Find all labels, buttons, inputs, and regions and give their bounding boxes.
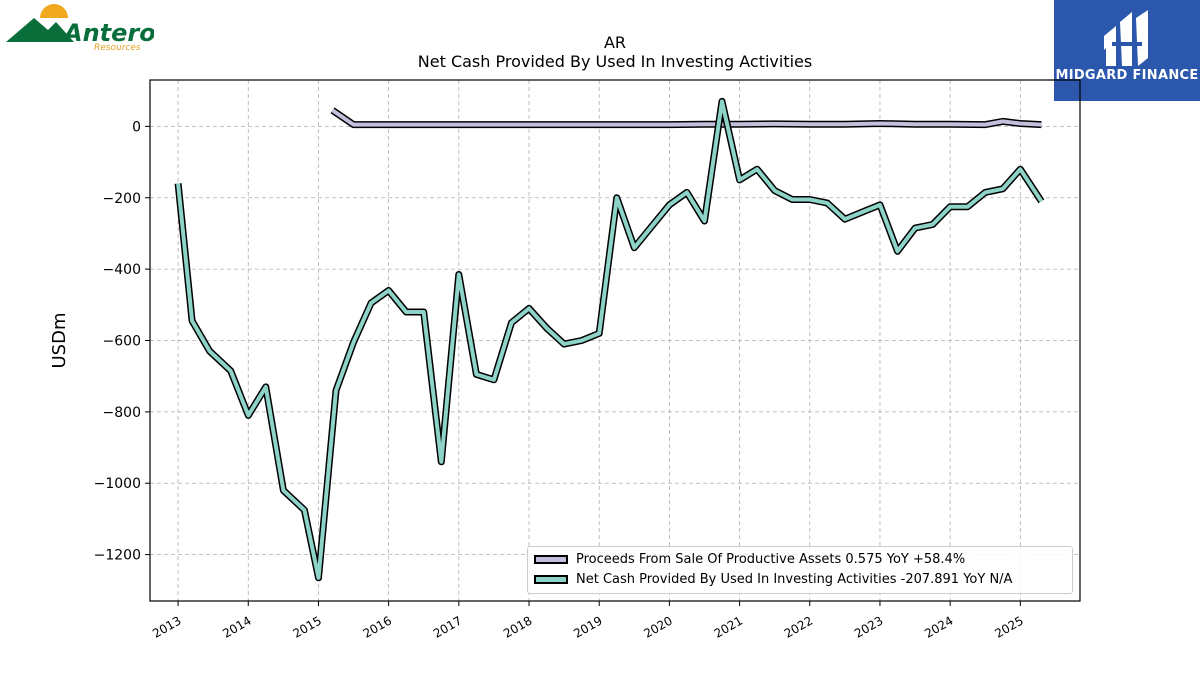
x-tick-label: 2025 [992,613,1025,640]
y-tick-label: −200 [103,191,141,207]
x-tick-label: 2014 [220,613,253,640]
antero-mountain-icon: Antero Resources [6,4,156,53]
chart-title: Net Cash Provided By Used In Investing A… [417,52,813,71]
legend-label-proceeds: Proceeds From Sale Of Productive Assets … [576,551,966,567]
x-tick-label: 2023 [852,613,885,640]
x-tick-label: 2017 [431,613,464,640]
x-tick-label: 2024 [922,613,955,640]
x-tick-label: 2013 [150,613,183,640]
y-tick-label: 0 [132,119,141,135]
y-tick-label: −1200 [94,548,141,564]
x-tick-label: 2015 [290,613,323,640]
series-line-0 [331,108,1042,127]
legend-swatch-net-cash [534,574,568,584]
x-tick-label: 2020 [641,613,674,640]
legend-item-proceeds: Proceeds From Sale Of Productive Assets … [534,550,965,568]
midgard-emblem-icon [1104,10,1148,66]
x-tick-label: 2018 [501,613,534,640]
x-tick-label: 2019 [571,613,604,640]
y-tick-label: −1000 [94,476,141,492]
antero-logo: Antero Resources [4,4,156,56]
x-tick-label: 2016 [361,613,394,640]
legend-label-net-cash: Net Cash Provided By Used In Investing A… [576,571,1013,587]
midgard-finance-wordmark: MIDGARD FINANCE [1055,68,1199,83]
midgard-finance-logo: MIDGARD FINANCE [1054,0,1200,101]
antero-wordmark: Antero [62,19,154,47]
x-tick-label: 2022 [782,613,815,640]
legend-item-net-cash: Net Cash Provided By Used In Investing A… [534,570,1012,588]
series-outline-1 [174,97,1045,582]
legend-swatch-proceeds [534,554,568,564]
y-tick-label: −400 [103,262,141,278]
series-line-1 [176,99,1044,580]
y-tick-label: −600 [103,334,141,350]
chart-legend: Proceeds From Sale Of Productive Assets … [527,546,1073,594]
x-tick-label: 2021 [712,613,745,640]
antero-resources-text: Resources [94,43,141,53]
y-tick-label: −800 [103,405,141,421]
y-axis-label: USDm [49,313,70,369]
chart-ticker: AR [603,33,627,52]
